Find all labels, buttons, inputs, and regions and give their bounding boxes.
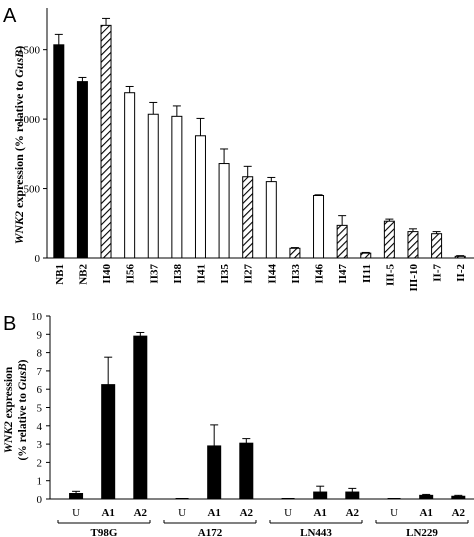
panel-a-category-label: II44: [266, 264, 278, 284]
panel-b-ytick-label: 2: [37, 457, 43, 469]
panel-b-ylabel-line2: (% relative to GusB): [17, 359, 29, 460]
panel-b-group-label: LN229: [406, 527, 438, 537]
panel-b-category-label: A1: [313, 507, 326, 519]
panel-b-group-label: A172: [198, 527, 223, 537]
panel-b-ytick-label: 7: [37, 366, 43, 378]
panel-a-bar: [407, 231, 419, 259]
panel-a-category-label: NB1: [54, 264, 66, 285]
panel-a-bar: [289, 247, 301, 259]
panel-a-bar: [218, 163, 230, 259]
panel-a-bar: [124, 92, 136, 259]
panel-a-ylabel: WNK2 expression (% relative to GusB): [12, 46, 26, 245]
panel-b-ytick-label: 5: [37, 403, 43, 415]
panel-b-bar: [239, 442, 254, 500]
panel-a-ytick-label: 500: [24, 184, 41, 196]
panel-a-ytick-label: 0: [35, 253, 41, 265]
panel-b-ytick-label: 9: [37, 329, 43, 341]
panel-a-ylabel-gene: WNK2: [12, 211, 26, 244]
panel-b-category-label: A2: [240, 507, 254, 519]
panel-b-bar: [313, 491, 328, 500]
panel-b-ylabel-gene: WNK2: [3, 421, 15, 453]
panel-a-bar: [194, 135, 206, 259]
panel-b-group-label: T98G: [91, 527, 118, 537]
panel-a-category-label: II41: [195, 264, 207, 284]
panel-b-bar: [345, 491, 360, 500]
panel-a-bar: [454, 255, 466, 259]
panel-a-category-label: II38: [172, 264, 184, 284]
panel-b-bar: [69, 493, 84, 500]
panel-b-category-label: A1: [101, 507, 114, 519]
panel-a-category-label: II35: [219, 264, 231, 284]
panel-b-ylabel-rel: (% relative to: [17, 390, 29, 460]
panel-b-category-label: U: [178, 507, 186, 519]
panel-b-category-label: U: [72, 507, 80, 519]
panel-a-category-label: II27: [243, 264, 255, 284]
panel-b-bar: [133, 335, 148, 500]
panel-a-category-label: II33: [290, 264, 302, 284]
panel-b-ytick-label: 1: [37, 476, 43, 488]
panel-a-bar: [100, 24, 112, 259]
panel-b-letter: B: [3, 313, 16, 335]
panel-b-ytick-label: 6: [37, 384, 43, 396]
panel-b-category-label: U: [284, 507, 292, 519]
panel-b-category-label: A1: [207, 507, 220, 519]
panel-a-ylabel-mid: expression (% relative to: [12, 78, 26, 211]
panel-b-bar: [207, 445, 222, 500]
panel-a-bar: [336, 224, 348, 259]
panel-a-bar: [265, 181, 277, 259]
panel-a-bar: [53, 44, 65, 259]
panel-b-bar: [101, 384, 116, 500]
panel-b-ytick-label: 3: [37, 439, 43, 451]
panel-a-ytick-label: 1000: [18, 114, 41, 126]
panel-b-bar: [419, 494, 434, 500]
panel-b-category-label: A1: [419, 507, 432, 519]
panel-a-bar: [242, 176, 254, 259]
panel-a-bar: [313, 195, 325, 259]
panel-a-bar: [76, 81, 88, 259]
panel-a-category-label: III-10: [408, 264, 420, 292]
panel-a-category-label: II46: [314, 264, 326, 284]
panel-b-category-label: U: [390, 507, 398, 519]
panel-b-category-label: A2: [134, 507, 148, 519]
panel-a-bar: [383, 220, 395, 259]
panel-a-ylabel-ref: GusB: [12, 50, 26, 78]
panel-b-ylabel-expr: expression: [3, 366, 15, 421]
panel-a-category-label: II40: [101, 264, 113, 284]
panel-b-ytick-label: 4: [37, 421, 43, 433]
panel-a-category-label: II47: [337, 264, 349, 284]
panel-a-category-label: II37: [148, 264, 160, 284]
panel-a-bar: [431, 233, 443, 259]
panel-a-category-label: II56: [125, 264, 137, 284]
panel-b-ylabel-line1: WNK2 expression: [3, 366, 15, 453]
panel-a-bar: [147, 113, 159, 259]
panel-b-ylabel-end: ): [17, 359, 29, 363]
panel-a-bar: [171, 115, 183, 259]
panel-b-category-label: A2: [452, 507, 466, 519]
panel-a-category-label: II11: [361, 264, 373, 283]
panel-b-ytick-label: 8: [37, 348, 43, 360]
panel-a-plot: 0 500 1000 1500 NB1 NB2 II40 II56 II37 II38 II41 II…: [18, 8, 474, 292]
panel-b-ytick-label: 0: [37, 494, 43, 506]
panel-b-ylabel-ref: GusB: [17, 363, 29, 390]
panel-a-category-label: NB2: [77, 264, 89, 285]
panel-a-category-label: II-2: [455, 264, 467, 282]
panel-a-category-label: II-7: [432, 264, 444, 282]
panel-a-ytick-label: 1500: [18, 45, 41, 57]
panel-a-bar: [360, 252, 372, 259]
panel-b-category-label: A2: [346, 507, 360, 519]
panel-a-letter: A: [3, 5, 17, 27]
panel-b-plot: 0 1 2 3 4 5 6 7 8 9 10 U A1 A2 T98G U A1 A2 A172 U A1 A2 LN443…: [31, 311, 474, 537]
panel-b-ytick-label: 10: [31, 311, 43, 323]
panel-b-bar: [451, 495, 466, 500]
panel-a-ylabel-end: ): [12, 46, 26, 50]
panel-b-group-label: LN443: [300, 527, 332, 537]
panel-a-category-label: III-5: [384, 264, 396, 287]
